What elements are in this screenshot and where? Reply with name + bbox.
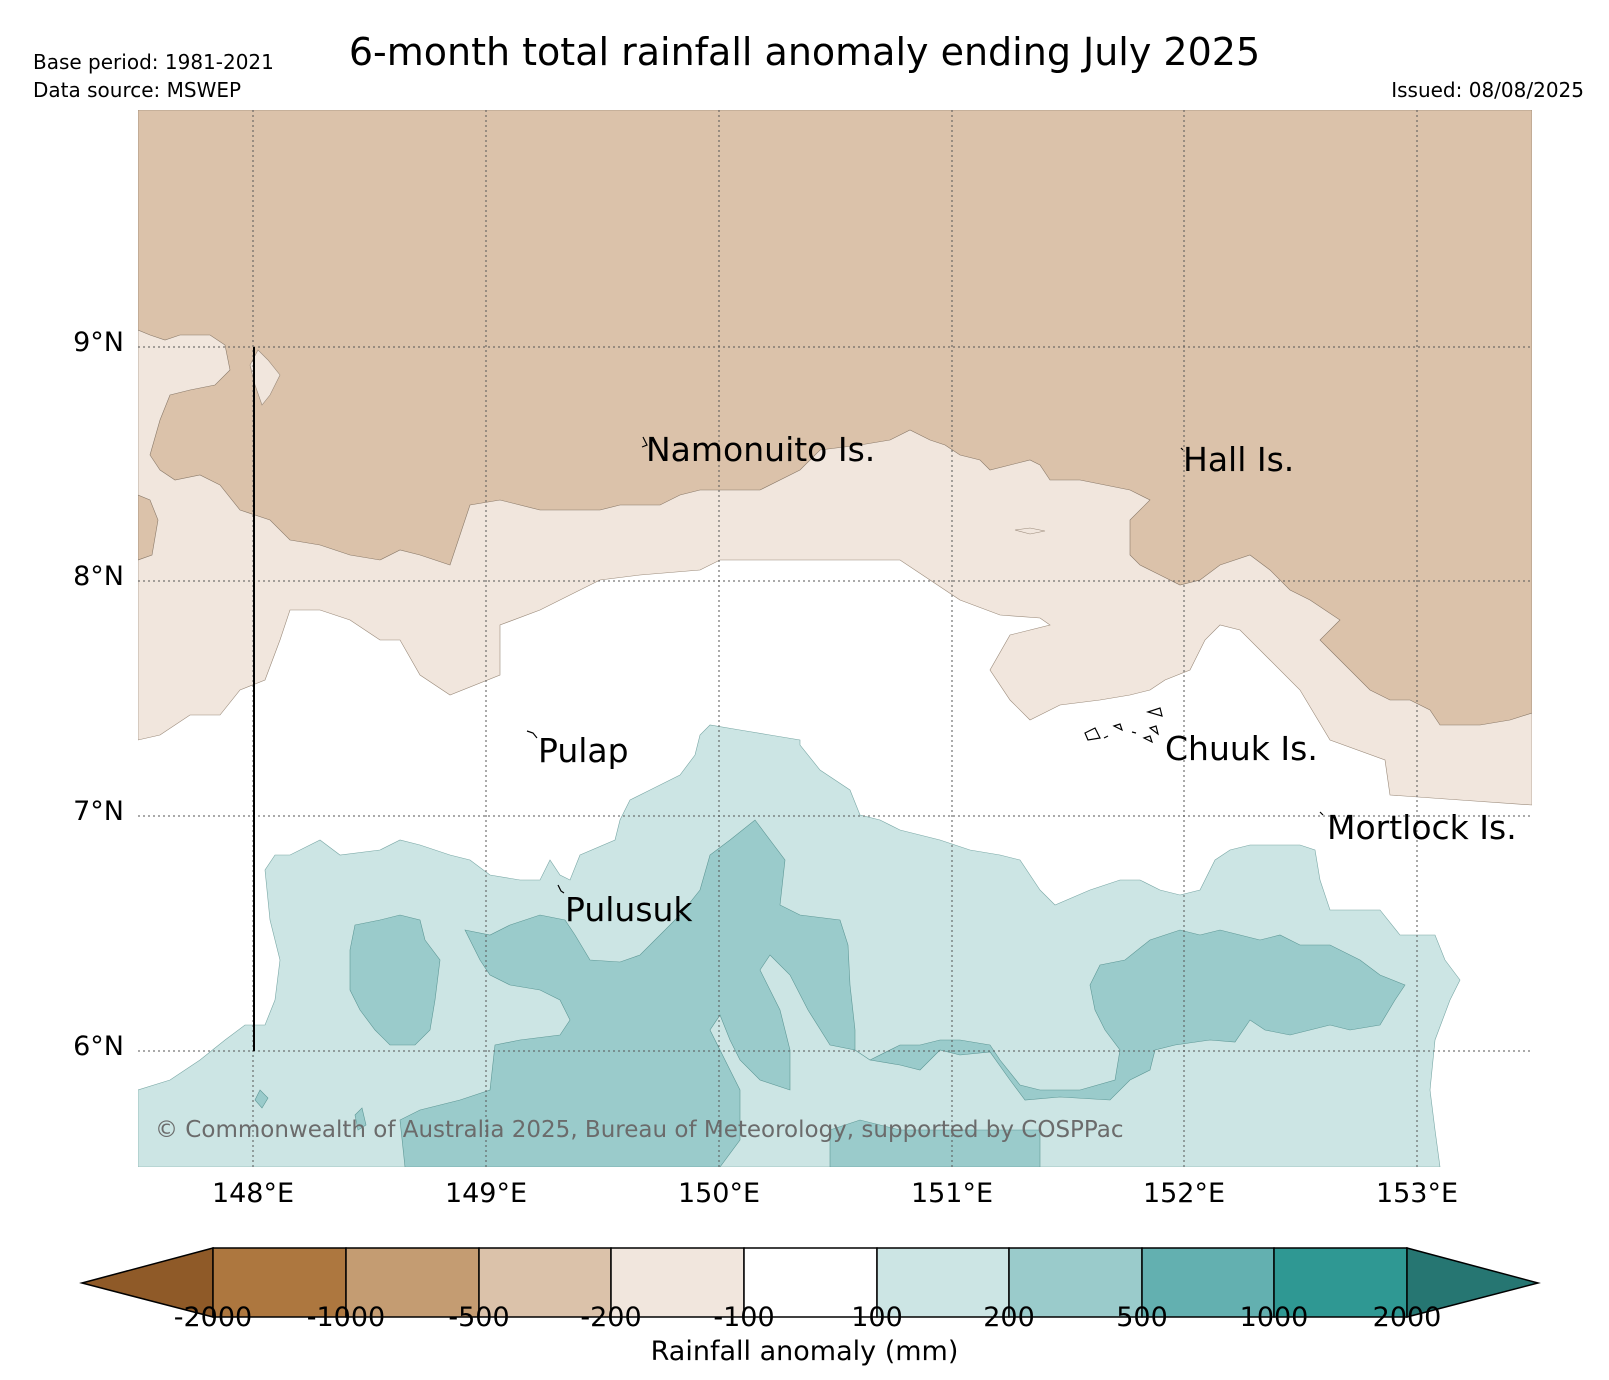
data-source-note: Data source: MSWEP <box>33 78 242 102</box>
copyright-notice: © Commonwealth of Australia 2025, Bureau… <box>155 1117 1124 1143</box>
colorbar-tick-label: 100 <box>851 1302 903 1333</box>
colorbar-segment <box>1273 1247 1408 1318</box>
colorbar-tick-label: 500 <box>1116 1302 1168 1333</box>
lat-label-7n: 7°N <box>73 796 124 827</box>
base-period-note: Base period: 1981-2021 <box>33 50 274 74</box>
place-label-pulap: Pulap <box>538 731 629 770</box>
colorbar-segment <box>1141 1247 1275 1318</box>
island-outlines <box>526 436 1324 894</box>
place-label-hall: Hall Is. <box>1183 440 1295 479</box>
lat-label-6n: 6°N <box>73 1031 124 1062</box>
lon-label-152e: 152°E <box>1142 1178 1226 1209</box>
colorbar-tick-label: -1000 <box>306 1302 386 1333</box>
colorbar-tick-label: -500 <box>448 1302 510 1333</box>
colorbar-segment <box>345 1247 480 1318</box>
colorbar-tick-label: 200 <box>983 1302 1035 1333</box>
colorbar-extend-high <box>1406 1247 1541 1318</box>
lat-label-8n: 8°N <box>73 561 124 592</box>
map-title: 6-month total rainfall anomaly ending Ju… <box>348 30 1261 74</box>
place-label-mortlock: Mortlock Is. <box>1327 808 1517 847</box>
colorbar <box>79 1247 1541 1318</box>
map-fill-layer <box>138 110 1532 1167</box>
colorbar-tick-label: -100 <box>713 1302 775 1333</box>
colorbar-tick-label: -2000 <box>173 1302 253 1333</box>
colorbar-title: Rainfall anomaly (mm) <box>650 1336 959 1367</box>
lat-label-9n: 9°N <box>73 327 124 358</box>
lon-label-151e: 151°E <box>910 1178 994 1209</box>
colorbar-tick-label: 1000 <box>1239 1302 1309 1333</box>
colorbar-segment <box>743 1247 878 1318</box>
colorbar-segment <box>610 1247 745 1318</box>
lon-label-148e: 148°E <box>211 1178 295 1209</box>
colorbar-tick-label: 2000 <box>1372 1302 1442 1333</box>
issued-date: Issued: 08/08/2025 <box>1391 78 1584 102</box>
place-label-namonuito: Namonuito Is. <box>646 430 876 469</box>
lon-label-153e: 153°E <box>1375 1178 1459 1209</box>
lon-label-150e: 150°E <box>677 1178 761 1209</box>
lon-label-149e: 149°E <box>444 1178 528 1209</box>
colorbar-tick-label: -200 <box>580 1302 642 1333</box>
graticule <box>138 110 1532 1167</box>
colorbar-segment <box>212 1247 347 1318</box>
anomaly-band-plus500 <box>399 819 1406 1167</box>
colorbar-segment <box>478 1247 612 1318</box>
place-label-chuuk: Chuuk Is. <box>1165 729 1318 768</box>
place-label-pulusuk: Pulusuk <box>565 890 693 929</box>
